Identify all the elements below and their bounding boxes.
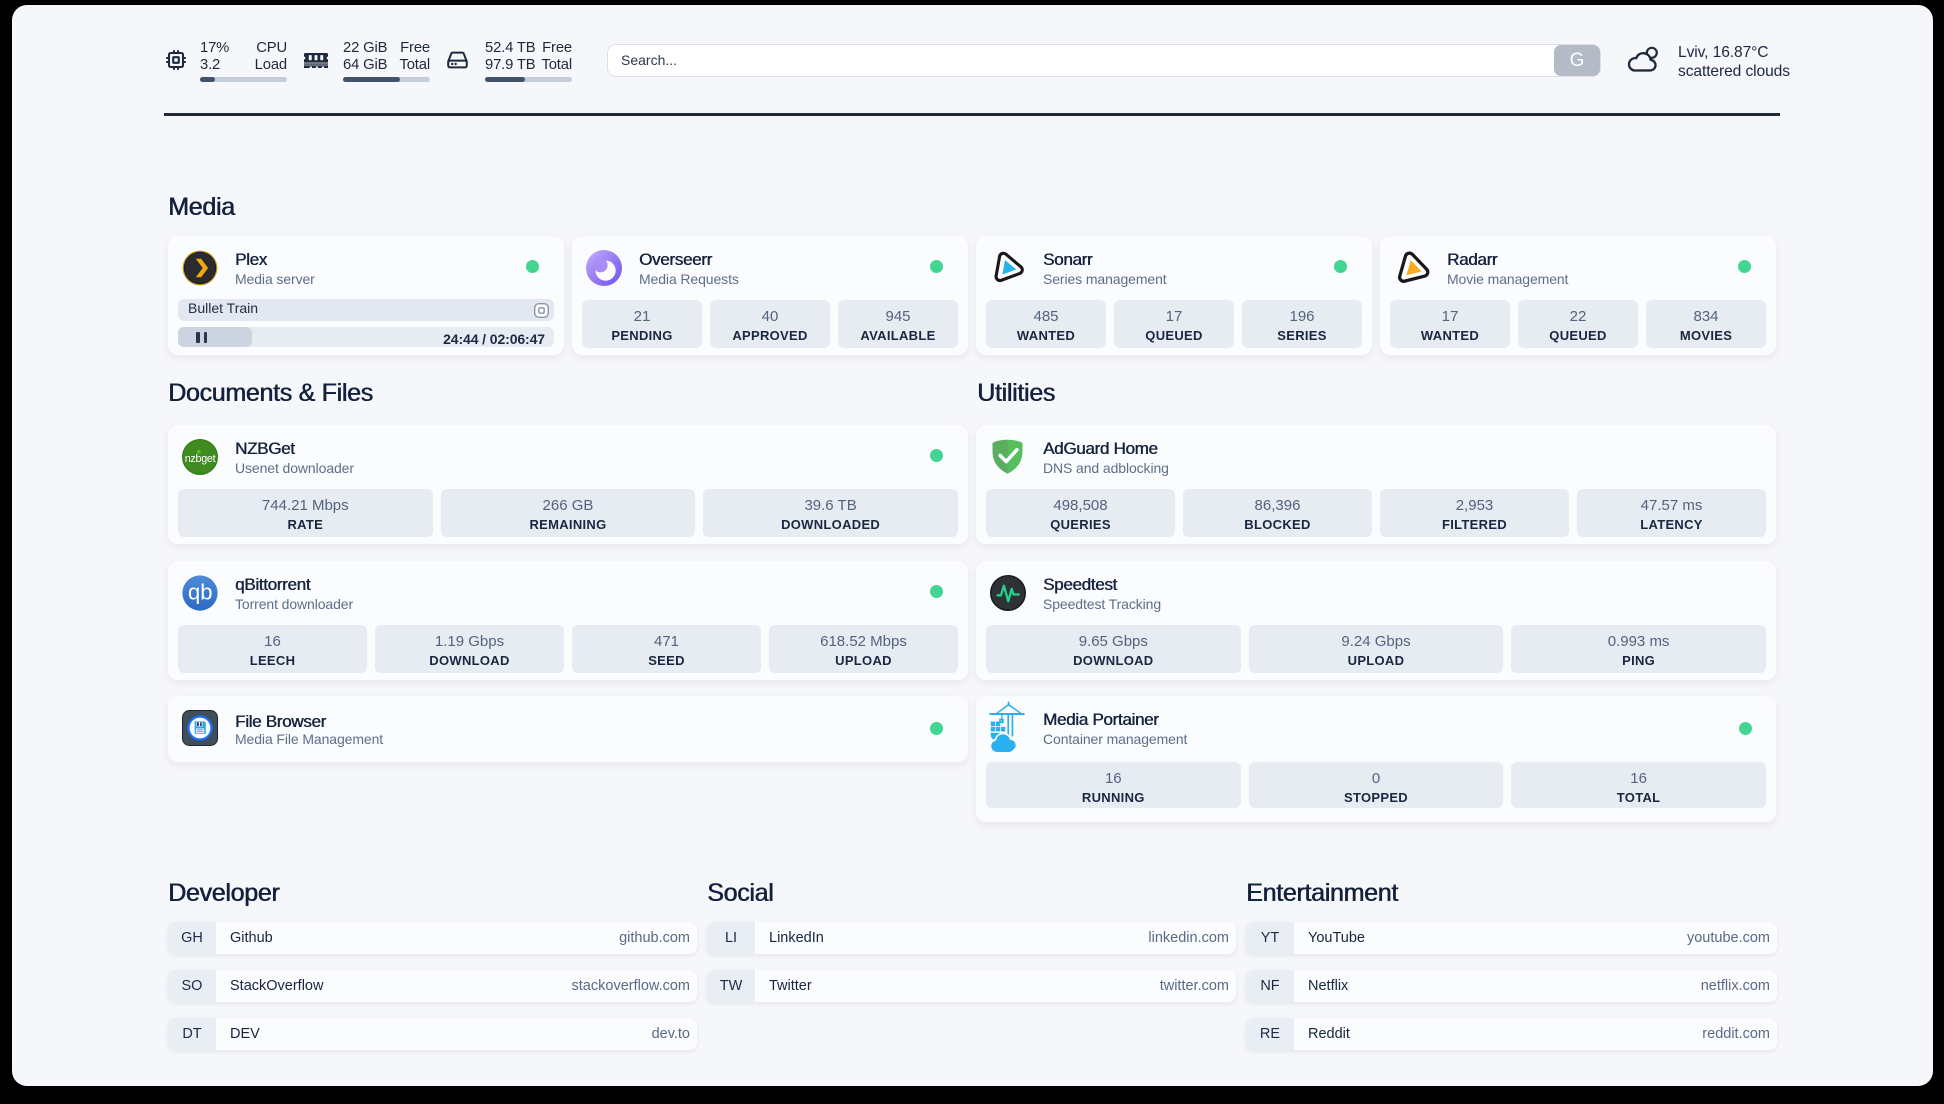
svg-text:nzbget: nzbget (185, 453, 216, 465)
svg-text:qb: qb (188, 580, 212, 605)
